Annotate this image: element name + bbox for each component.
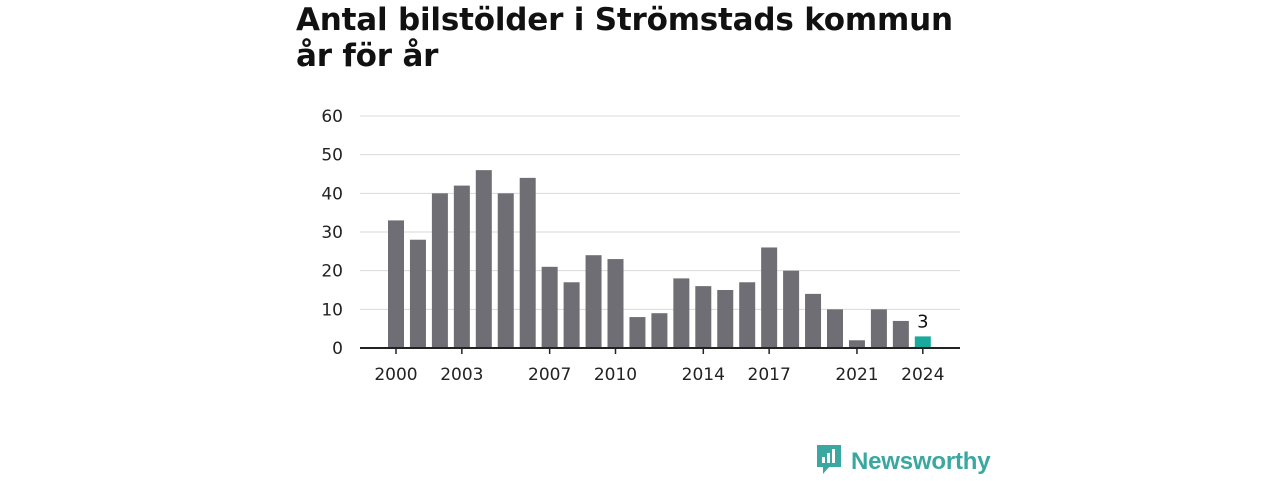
x-tick-label: 2010 xyxy=(594,365,637,385)
bar-2020 xyxy=(827,309,843,348)
bar-2016 xyxy=(739,282,756,348)
x-tick-label: 2017 xyxy=(748,365,791,385)
data-label-2024: 3 xyxy=(917,311,928,332)
bar-2000 xyxy=(388,220,404,348)
chart-title: Antal bilstölder i Strömstads kommun år … xyxy=(296,2,953,74)
bar-2010 xyxy=(607,259,624,348)
bar-2007 xyxy=(541,266,558,348)
bar-2001 xyxy=(409,239,426,348)
y-tick-label: 30 xyxy=(321,223,343,243)
y-tick-label: 60 xyxy=(321,107,343,127)
bar-2002 xyxy=(431,193,448,348)
newsworthy-logo-icon xyxy=(815,443,843,481)
bar-2014 xyxy=(695,286,712,348)
bar-2017 xyxy=(761,247,778,348)
x-tick-label: 2000 xyxy=(374,365,417,385)
bars xyxy=(388,170,931,348)
y-tick-label: 20 xyxy=(321,262,343,282)
x-tick-label: 2024 xyxy=(901,365,944,385)
x-tick-label: 2014 xyxy=(682,365,725,385)
x-tick-label: 2003 xyxy=(440,365,483,385)
y-tick-label: 50 xyxy=(321,146,343,166)
bar-2023 xyxy=(892,320,909,348)
bar-2018 xyxy=(783,270,800,348)
bar-2003 xyxy=(453,185,470,348)
bar-2011 xyxy=(629,317,646,348)
gridlines xyxy=(360,115,960,310)
x-tick-label: 2021 xyxy=(835,365,878,385)
bar-2013 xyxy=(673,278,690,348)
bar-2024 xyxy=(914,336,931,348)
bar-2004 xyxy=(475,170,492,348)
y-tick-label: 40 xyxy=(321,184,343,204)
x-tick-label: 2007 xyxy=(528,365,571,385)
bar-2021 xyxy=(848,340,865,348)
bar-2005 xyxy=(497,193,514,348)
brand-name: Newsworthy xyxy=(851,448,991,475)
y-tick-label: 10 xyxy=(321,300,343,320)
bar-2008 xyxy=(563,282,580,348)
data-labels: 3 xyxy=(917,311,928,332)
bar-2019 xyxy=(805,293,822,348)
y-tick-label: 0 xyxy=(332,339,343,359)
bar-2022 xyxy=(870,309,887,348)
bar-2012 xyxy=(651,313,668,348)
bar-2006 xyxy=(519,177,536,348)
x-axis: 2000 2003 2007 2010 2014 2017 2021 2024 xyxy=(360,347,960,385)
bar-2009 xyxy=(585,255,602,348)
newsworthy-logo[interactable]: Newsworthy xyxy=(815,443,991,481)
bar-2015 xyxy=(717,290,734,348)
y-axis-ticks: 0 10 20 30 40 50 60 xyxy=(321,107,343,359)
